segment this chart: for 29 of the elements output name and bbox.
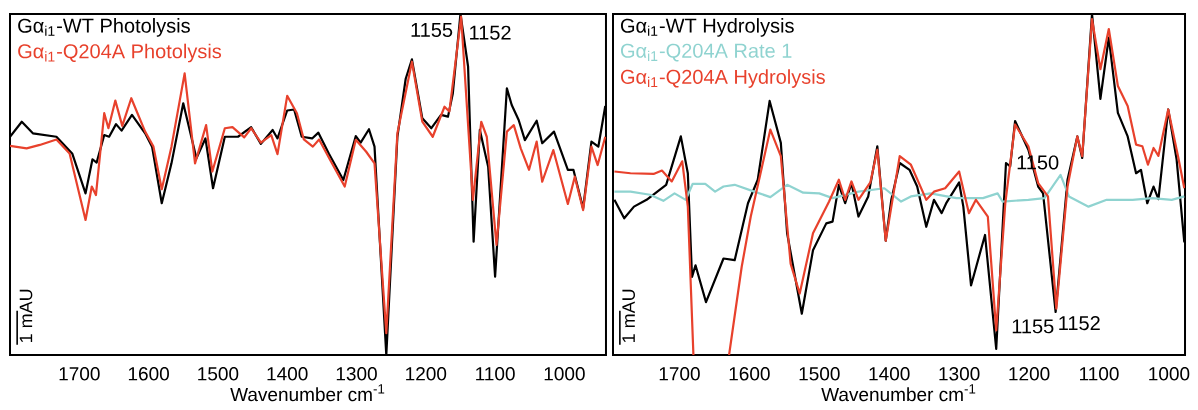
x-tick-label: 1200	[1009, 367, 1050, 381]
x-tick-label: 1100	[476, 367, 515, 381]
x-tick-label: 1400	[267, 367, 308, 381]
x-axis-title: Wavenumber cm$^{-1}$	[821, 384, 976, 402]
annotation: 1 mAU	[19, 289, 33, 342]
series-label: Gα$_{i1}$-Q204A Photolysis	[18, 43, 222, 63]
x-tick-label: 1000	[544, 367, 585, 381]
x-tick-label: 1600	[729, 367, 770, 381]
text: Gα$_{i1}$-Q204A Rate 1	[620, 43, 792, 62]
text: Gα$_{i1}$-Q204A Hydrolysis	[620, 69, 825, 88]
x-tick-label: 1300	[336, 367, 377, 381]
annotation: 1155	[411, 23, 453, 37]
annotation: 1155	[1012, 319, 1054, 334]
x-tick-label: 1500	[799, 367, 840, 381]
annotation: 1 mAU	[622, 289, 635, 342]
text: Gα$_{i1}$-WT Photolysis	[18, 18, 190, 37]
x-tick-label: 1000	[1149, 367, 1190, 381]
x-tick-label: 1200	[406, 367, 447, 381]
x-tick-label: 1700	[59, 367, 100, 381]
x-tick-label: 1300	[939, 367, 980, 381]
annotation: 1152	[1059, 316, 1100, 331]
x-tick-label: 1600	[128, 367, 169, 381]
x-tick-label: 1700	[659, 367, 700, 381]
text: Gα$_{i1}$-WT Hydrolysis	[620, 18, 794, 37]
x-tick-label: 1500	[198, 367, 239, 381]
x-tick-label: 1400	[869, 367, 910, 381]
x-tick-label: 1100	[1080, 367, 1119, 381]
annotation: 1152	[470, 25, 511, 40]
x-axis-title: Wavenumber cm$^{-1}$	[230, 384, 385, 402]
